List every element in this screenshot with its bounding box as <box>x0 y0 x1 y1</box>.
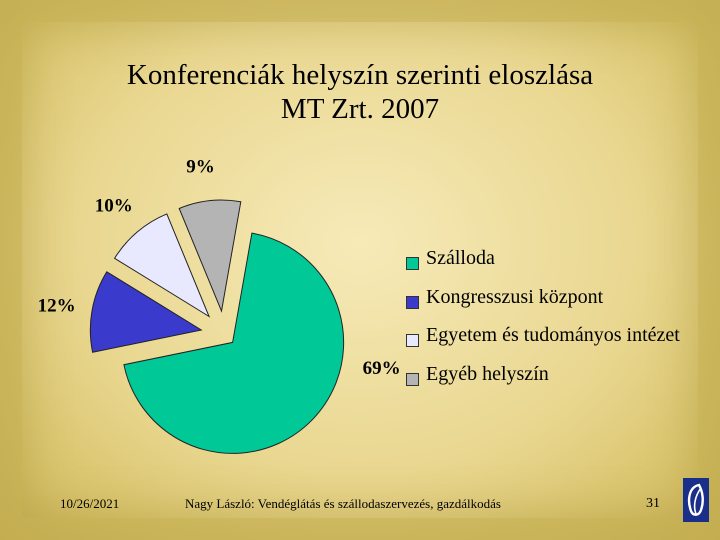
pie-value-label: 9% <box>186 157 215 178</box>
chart-title: Konferenciák helyszín szerinti eloszlása… <box>60 58 660 126</box>
pie-slice <box>89 271 203 353</box>
footer-date: 10/26/2021 <box>60 496 120 511</box>
pie-value-label: 69% <box>363 358 401 379</box>
publisher-logo-icon <box>683 478 709 522</box>
legend-label: Egyetem és tudományos intézet <box>426 324 680 346</box>
footer-author: Nagy László: Vendéglátás és szállodaszer… <box>185 496 501 511</box>
pie-slices <box>89 199 345 454</box>
pie-slice <box>178 199 242 313</box>
pie-value-labels: 69% 12% 10% 9% <box>38 157 401 380</box>
title-line-2: MT Zrt. 2007 <box>280 93 440 125</box>
pie-value-label: 10% <box>95 196 133 217</box>
legend-swatch <box>406 334 419 347</box>
pie-slice <box>113 213 211 318</box>
legend-label: Egyéb helyszín <box>426 362 549 385</box>
legend-label: Szálloda <box>426 247 495 269</box>
pie-value-label: 12% <box>38 296 76 317</box>
title-line-1: Konferenciák helyszín szerinti eloszlása <box>126 59 594 91</box>
legend-swatch <box>406 372 419 386</box>
legend-label: Kongresszusi központ <box>426 285 604 308</box>
legend-swatch <box>406 257 419 270</box>
legend-swatch <box>406 295 419 309</box>
pie-slice <box>123 232 345 454</box>
page-number: 31 <box>646 496 660 511</box>
